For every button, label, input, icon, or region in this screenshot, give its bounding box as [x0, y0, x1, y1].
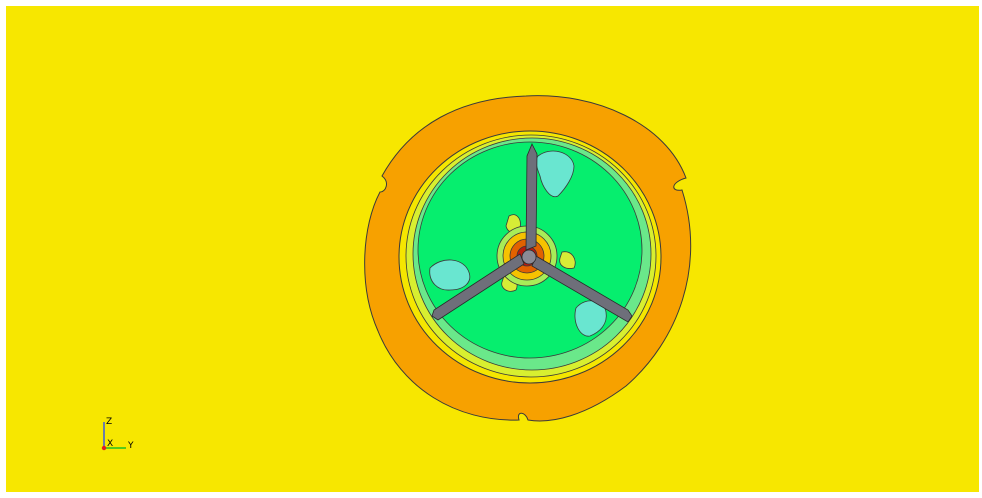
hub-petal-right — [559, 251, 576, 269]
low-region-top — [535, 150, 575, 198]
triad-z-label: Z — [106, 417, 112, 427]
axis-triad: Z X Y — [101, 417, 134, 451]
triad-x-axis — [101, 445, 107, 451]
hub-nacelle — [521, 249, 537, 265]
blade-top — [525, 143, 538, 251]
cfd-contour-plot[interactable] — [6, 6, 979, 492]
triad-y-label: Y — [127, 441, 134, 451]
low-region-left — [429, 259, 471, 291]
triad-x-label: X — [107, 439, 113, 449]
